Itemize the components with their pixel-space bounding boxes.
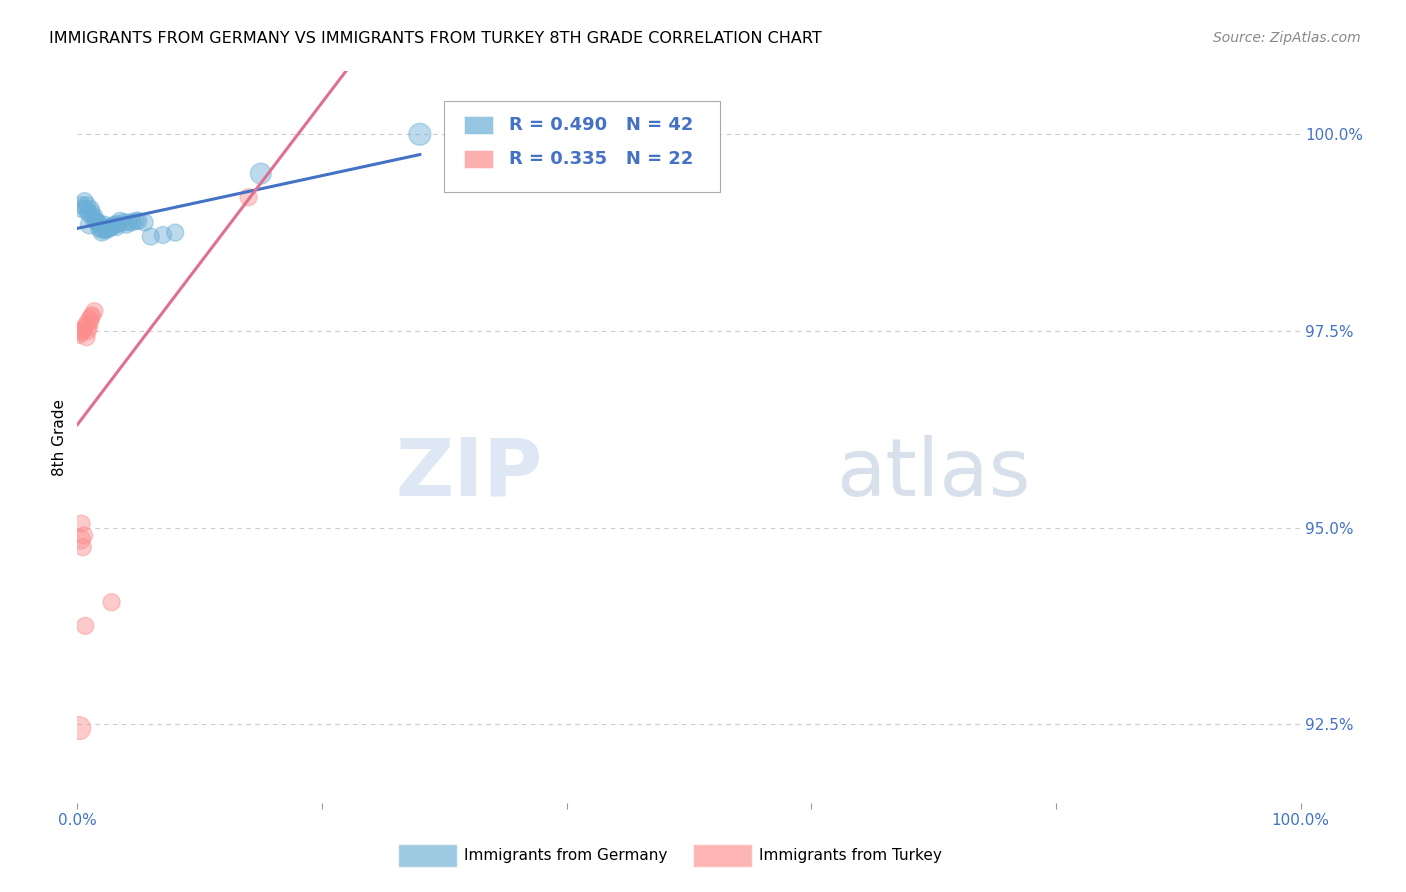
Point — [121, 215, 143, 229]
Point — [79, 312, 101, 326]
Point — [80, 206, 103, 220]
Point — [139, 229, 162, 244]
Point — [77, 320, 100, 334]
Point — [250, 167, 273, 181]
FancyBboxPatch shape — [464, 116, 494, 134]
Point — [75, 202, 97, 216]
Point — [100, 220, 122, 235]
Point — [100, 595, 122, 609]
Point — [90, 220, 112, 235]
Point — [84, 214, 107, 228]
Text: R = 0.490   N = 42: R = 0.490 N = 42 — [509, 116, 693, 134]
Point — [69, 327, 91, 342]
Point — [82, 212, 104, 227]
Point — [152, 227, 174, 242]
Text: IMMIGRANTS FROM GERMANY VS IMMIGRANTS FROM TURKEY 8TH GRADE CORRELATION CHART: IMMIGRANTS FROM GERMANY VS IMMIGRANTS FR… — [49, 31, 823, 46]
Point — [70, 516, 93, 531]
Point — [125, 214, 148, 228]
Point — [80, 202, 103, 216]
Point — [104, 218, 127, 232]
Point — [91, 223, 114, 237]
Point — [75, 619, 97, 633]
Point — [103, 218, 125, 232]
Point — [73, 194, 96, 208]
Point — [98, 220, 121, 235]
Point — [105, 220, 128, 235]
Point — [76, 324, 98, 338]
Point — [115, 218, 138, 232]
Text: Immigrants from Turkey: Immigrants from Turkey — [759, 848, 942, 863]
Point — [93, 218, 115, 232]
Point — [76, 330, 98, 344]
Point — [90, 226, 112, 240]
Point — [72, 322, 94, 336]
FancyBboxPatch shape — [444, 101, 720, 192]
Point — [118, 215, 141, 229]
Point — [108, 214, 131, 228]
Point — [72, 202, 94, 216]
Point — [70, 324, 93, 338]
Point — [112, 215, 135, 229]
Point — [76, 316, 98, 330]
Point — [238, 190, 260, 204]
Point — [80, 310, 103, 324]
Point — [97, 221, 120, 235]
Point — [72, 540, 94, 554]
Text: atlas: atlas — [835, 434, 1031, 513]
Point — [86, 215, 108, 229]
Point — [70, 326, 93, 340]
Point — [107, 217, 129, 231]
Text: Source: ZipAtlas.com: Source: ZipAtlas.com — [1213, 31, 1361, 45]
Point — [83, 304, 105, 318]
Point — [79, 218, 101, 232]
Text: ZIP: ZIP — [395, 434, 543, 513]
Point — [409, 128, 432, 142]
Point — [69, 533, 91, 547]
Text: Immigrants from Germany: Immigrants from Germany — [464, 848, 668, 863]
Point — [76, 198, 98, 212]
Point — [165, 226, 187, 240]
Point — [89, 221, 111, 235]
Point — [98, 220, 121, 235]
FancyBboxPatch shape — [464, 151, 494, 168]
Point — [80, 308, 103, 322]
Point — [79, 314, 101, 328]
Point — [96, 223, 118, 237]
Point — [128, 214, 150, 228]
Point — [67, 721, 90, 735]
Point — [77, 206, 100, 220]
Point — [87, 215, 110, 229]
Point — [134, 215, 156, 229]
Point — [83, 210, 105, 224]
Point — [70, 198, 93, 212]
Text: R = 0.335   N = 22: R = 0.335 N = 22 — [509, 150, 693, 168]
Y-axis label: 8th Grade: 8th Grade — [52, 399, 67, 475]
Point — [94, 221, 117, 235]
Point — [73, 320, 96, 334]
Point — [73, 528, 96, 542]
